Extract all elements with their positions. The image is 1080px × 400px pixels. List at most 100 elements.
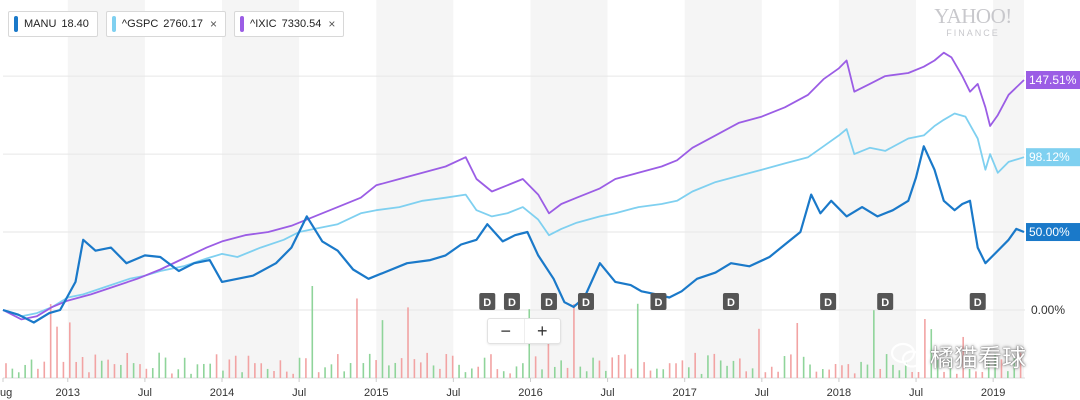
volume-bar (764, 372, 767, 378)
volume-bar (375, 360, 377, 378)
legend-value-manu: 18.40 (61, 18, 89, 30)
volume-bar (305, 358, 307, 378)
volume-bar (37, 368, 39, 378)
volume-bar (783, 356, 786, 378)
series-end-label: 98.12% (1029, 150, 1070, 164)
volume-bar (847, 364, 850, 378)
volume-bar (955, 373, 958, 378)
period-band (838, 0, 917, 378)
volume-bar (177, 369, 180, 378)
volume-bar (662, 369, 665, 378)
volume-bar (879, 368, 882, 378)
volume-bar (11, 368, 14, 378)
volume-bar (873, 310, 875, 378)
volume-bar (770, 366, 773, 378)
volume-bar (560, 360, 562, 378)
x-tick-label: Jul (601, 387, 615, 399)
series-end-label-bg (1026, 71, 1080, 89)
series-end-label: 50.00% (1029, 225, 1070, 239)
volume-bar (573, 304, 575, 378)
series-lines (2, 51, 1025, 324)
volume-bar (292, 373, 294, 378)
volume-bar (515, 366, 518, 378)
wechat-watermark: 橘猫看球 (890, 338, 1026, 373)
volume-bar (745, 371, 748, 378)
volume-bar (707, 355, 709, 378)
volume-bar (132, 363, 135, 378)
volume-bar (5, 363, 7, 378)
volume-bar (298, 357, 301, 378)
zoom-out-button[interactable]: − (488, 319, 525, 343)
volume-bar (936, 360, 939, 378)
legend-chip-manu[interactable]: MANU 18.40 (8, 11, 98, 37)
dividend-marker-label: D (508, 297, 516, 309)
x-tick-label: 2014 (210, 387, 234, 399)
dividend-marker-label: D (545, 297, 553, 309)
volume-bar (815, 371, 818, 378)
legend-symbol-manu: MANU (24, 18, 57, 30)
volume-bar (592, 357, 594, 378)
volume-bar (113, 364, 116, 378)
volume-bar (675, 363, 677, 378)
yahoo-finance-logo-sub: FINANCE (946, 28, 1000, 38)
volume-bar (190, 373, 192, 378)
volume-bar (75, 361, 77, 378)
volume-bar (88, 372, 90, 378)
volume-bar (911, 371, 913, 378)
volume-bar (317, 372, 320, 378)
volume-bar (254, 363, 256, 378)
volume-bar (943, 371, 945, 378)
volume-bar (356, 298, 358, 378)
volume-bar (656, 368, 658, 378)
x-tick-label: Jul (909, 387, 923, 399)
volume-bar (1000, 359, 1003, 378)
volume-bar (987, 361, 990, 378)
legend-chip-ixic[interactable]: ^IXIC 7330.54 × (234, 11, 345, 37)
x-tick-label: Jul (138, 387, 152, 399)
volume-bar (43, 361, 46, 378)
dividend-marker (540, 293, 557, 310)
x-tick-label: 2018 (827, 387, 851, 399)
dividend-marker (650, 293, 667, 310)
volume-bar (266, 368, 269, 378)
comparison-legend: MANU 18.40 ^GSPC 2760.17 × ^IXIC 7330.54… (8, 11, 345, 37)
volume-bar (834, 364, 837, 378)
dividend-marker-label: D (727, 297, 735, 309)
volume-bar (904, 361, 907, 378)
volume-bar (247, 355, 250, 378)
volume-bar (471, 368, 473, 378)
volume-bar (394, 362, 397, 378)
volume-bar (630, 368, 633, 378)
volume-bar (496, 369, 499, 378)
volume-bar (553, 366, 556, 378)
volume-bar (285, 371, 288, 378)
volume-bar (381, 320, 384, 378)
volume-bar (758, 328, 760, 378)
volume-bar (120, 364, 122, 378)
volume-bar (796, 323, 799, 378)
zoom-in-button[interactable]: + (536, 320, 548, 341)
volume-bar (432, 365, 435, 378)
dividend-marker (820, 293, 837, 310)
volume-bar (69, 322, 71, 378)
period-band (993, 0, 1024, 378)
volume-bar (24, 364, 26, 378)
legend-symbol-ixic: ^IXIC (250, 18, 277, 30)
dividend-marker (877, 293, 894, 310)
x-tick-label: Jul (292, 387, 306, 399)
volume-bar (222, 370, 224, 378)
volume-bar (30, 359, 33, 378)
volume-bar (917, 372, 920, 378)
wechat-account-name: 橘猫看球 (930, 345, 1026, 372)
x-tick-label: 2013 (56, 387, 80, 399)
legend-chip-gspc[interactable]: ^GSPC 2760.17 × (105, 11, 227, 37)
remove-ixic-close-icon[interactable]: × (328, 17, 336, 31)
volume-bar (732, 360, 735, 378)
remove-gspc-close-icon[interactable]: × (210, 17, 218, 31)
y-tick-label: 0.00% (1031, 303, 1065, 317)
period-band (222, 0, 300, 378)
volume-bar (585, 371, 588, 378)
volume-bar (171, 373, 173, 378)
volume-bar (483, 357, 486, 378)
